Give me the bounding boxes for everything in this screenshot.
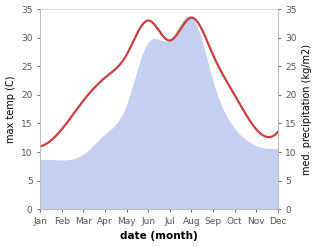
X-axis label: date (month): date (month) xyxy=(120,231,198,242)
Y-axis label: max temp (C): max temp (C) xyxy=(5,75,16,143)
Y-axis label: med. precipitation (kg/m2): med. precipitation (kg/m2) xyxy=(302,44,313,175)
